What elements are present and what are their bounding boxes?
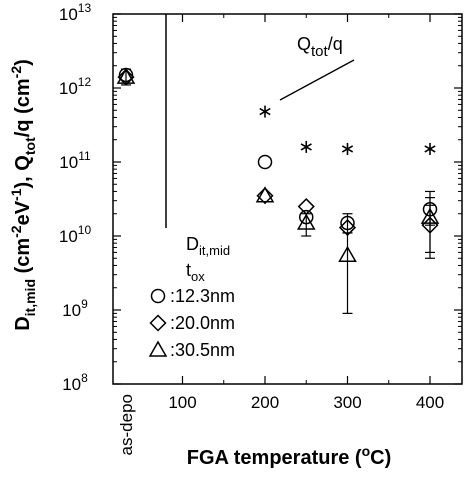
- x-axis-ticks: 100 200 300 400 as-depo: [117, 14, 444, 455]
- data-point: [259, 105, 271, 118]
- y-tick-label: 1013: [59, 1, 92, 24]
- marker-diamond: [149, 314, 167, 332]
- qtot-annotation-pointer: [279, 59, 355, 101]
- x-category-label: as-depo: [117, 394, 136, 455]
- data-point: [338, 245, 357, 262]
- data-point: [296, 213, 316, 230]
- data-point: [424, 142, 436, 155]
- data-point: [257, 154, 273, 170]
- marker-diamond: [297, 197, 315, 216]
- x-tick-label: 100: [168, 393, 196, 412]
- x-tick-label: 400: [416, 393, 444, 412]
- x-tick-label: 200: [251, 393, 279, 412]
- marker-circle: [340, 215, 355, 231]
- legend-label: :12.3nm: [170, 286, 235, 306]
- data-point: [256, 187, 274, 205]
- legend-label: :30.5nm: [170, 340, 235, 360]
- plot-border: [112, 13, 463, 385]
- series-triangle: [116, 67, 440, 314]
- marker-asterisk-stroke: [341, 145, 354, 153]
- marker-triangle: [116, 67, 136, 84]
- legend-title-tox: tox: [186, 260, 205, 284]
- x-axis-title: FGA temperature (oC): [187, 443, 392, 469]
- legend-title-dit: Dit,mid: [186, 234, 230, 258]
- x-axis-title-main: FGA temperature (: [187, 447, 362, 469]
- marker-triangle: [296, 213, 316, 230]
- series-circle: [118, 67, 438, 234]
- x-tick-label: 300: [333, 393, 361, 412]
- marker-triangle: [338, 245, 357, 262]
- y-tick-label: 109: [62, 297, 88, 320]
- marker-diamond: [256, 187, 274, 205]
- marker-circle: [150, 288, 166, 304]
- legend-marker: [148, 340, 168, 357]
- data-point: [116, 67, 136, 84]
- data-point: [300, 140, 312, 153]
- marker-triangle: [255, 186, 275, 203]
- marker-asterisk-stroke: [259, 107, 271, 116]
- data-series: [116, 67, 440, 314]
- data-point: [340, 215, 355, 231]
- marker-diamond: [117, 68, 135, 86]
- data-point: [117, 68, 135, 86]
- data-point: [297, 197, 315, 216]
- legend-marker: [149, 314, 167, 332]
- marker-asterisk-stroke: [424, 145, 436, 153]
- marker-circle: [257, 154, 273, 170]
- data-point: [341, 142, 354, 155]
- marker-triangle: [148, 340, 168, 357]
- plot-frame: [112, 13, 463, 385]
- y-tick-label: 1011: [59, 149, 91, 172]
- legend: Dit,mid tox :12.3nm :20.0nm :30.5nm: [148, 234, 235, 360]
- qtot-annotation: Qtot/q: [297, 34, 343, 60]
- legend-marker: [150, 288, 166, 304]
- data-point: [255, 186, 275, 203]
- series-asterisk: [259, 105, 436, 155]
- y-tick-label: 1012: [59, 75, 92, 98]
- legend-label: :20.0nm: [170, 313, 235, 333]
- y-axis-ticks: 108 109 1010 1011 1012 1013: [59, 1, 462, 394]
- y-axis-title: Dit,mid (cm-2eV-1), Qtot/q (cm-2): [8, 59, 38, 331]
- data-point: [420, 207, 440, 224]
- marker-asterisk-stroke: [300, 143, 312, 151]
- y-tick-label: 1010: [59, 223, 92, 246]
- marker-triangle: [420, 207, 440, 224]
- y-tick-label: 108: [62, 371, 88, 394]
